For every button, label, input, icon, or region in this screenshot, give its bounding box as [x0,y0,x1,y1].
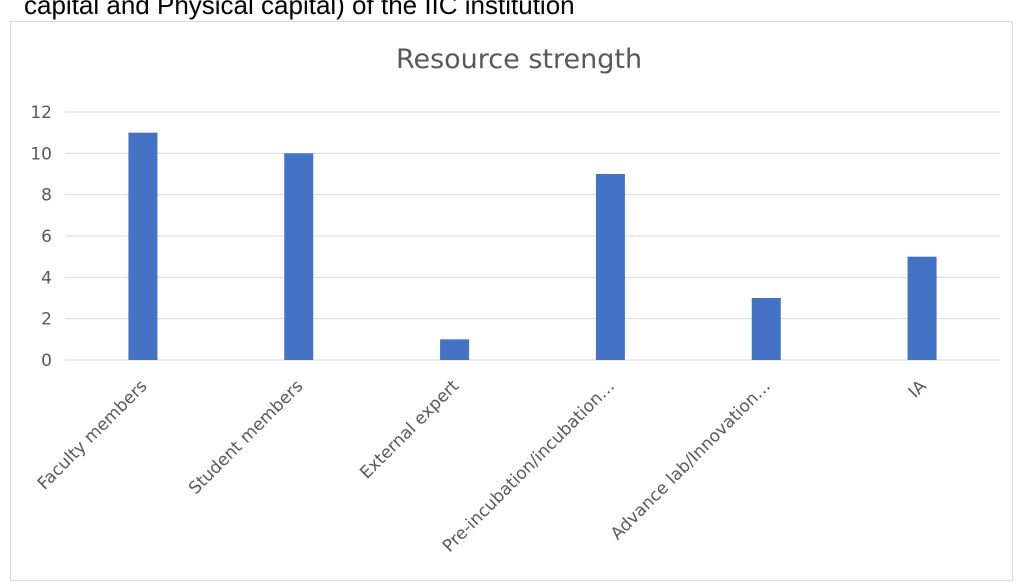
y-tick-label: 6 [41,227,52,247]
bar [284,153,314,360]
grid-lines [65,111,1000,361]
x-axis-labels: Faculty members Student members External e… [34,376,931,556]
x-category-label: Faculty members [34,376,152,494]
x-category-label: Pre-incubation/incubation… [439,376,619,556]
x-category-label: IA [905,376,931,402]
x-category-label: Advance lab/Innovation… [607,376,775,544]
bars [128,132,937,360]
y-tick-label: 10 [30,144,52,164]
x-category-label: External expert [356,376,463,483]
bar [907,256,937,360]
y-tick-label: 12 [30,103,52,123]
y-tick-label: 4 [41,268,52,288]
y-tick-label: 2 [41,310,52,330]
figure-caption: capital and Physical capital) of the IIC… [24,0,575,20]
y-tick-label: 8 [41,186,52,206]
bar [128,132,158,360]
chart-title: Resource strength [396,44,642,75]
bar [595,174,625,360]
chart-frame [10,21,1013,581]
y-tick-label: 0 [41,351,52,371]
bar [751,298,781,360]
bar [440,339,470,360]
x-category-label: Student members [185,376,307,498]
y-axis-ticks: 0 2 4 6 8 10 12 [30,103,52,371]
